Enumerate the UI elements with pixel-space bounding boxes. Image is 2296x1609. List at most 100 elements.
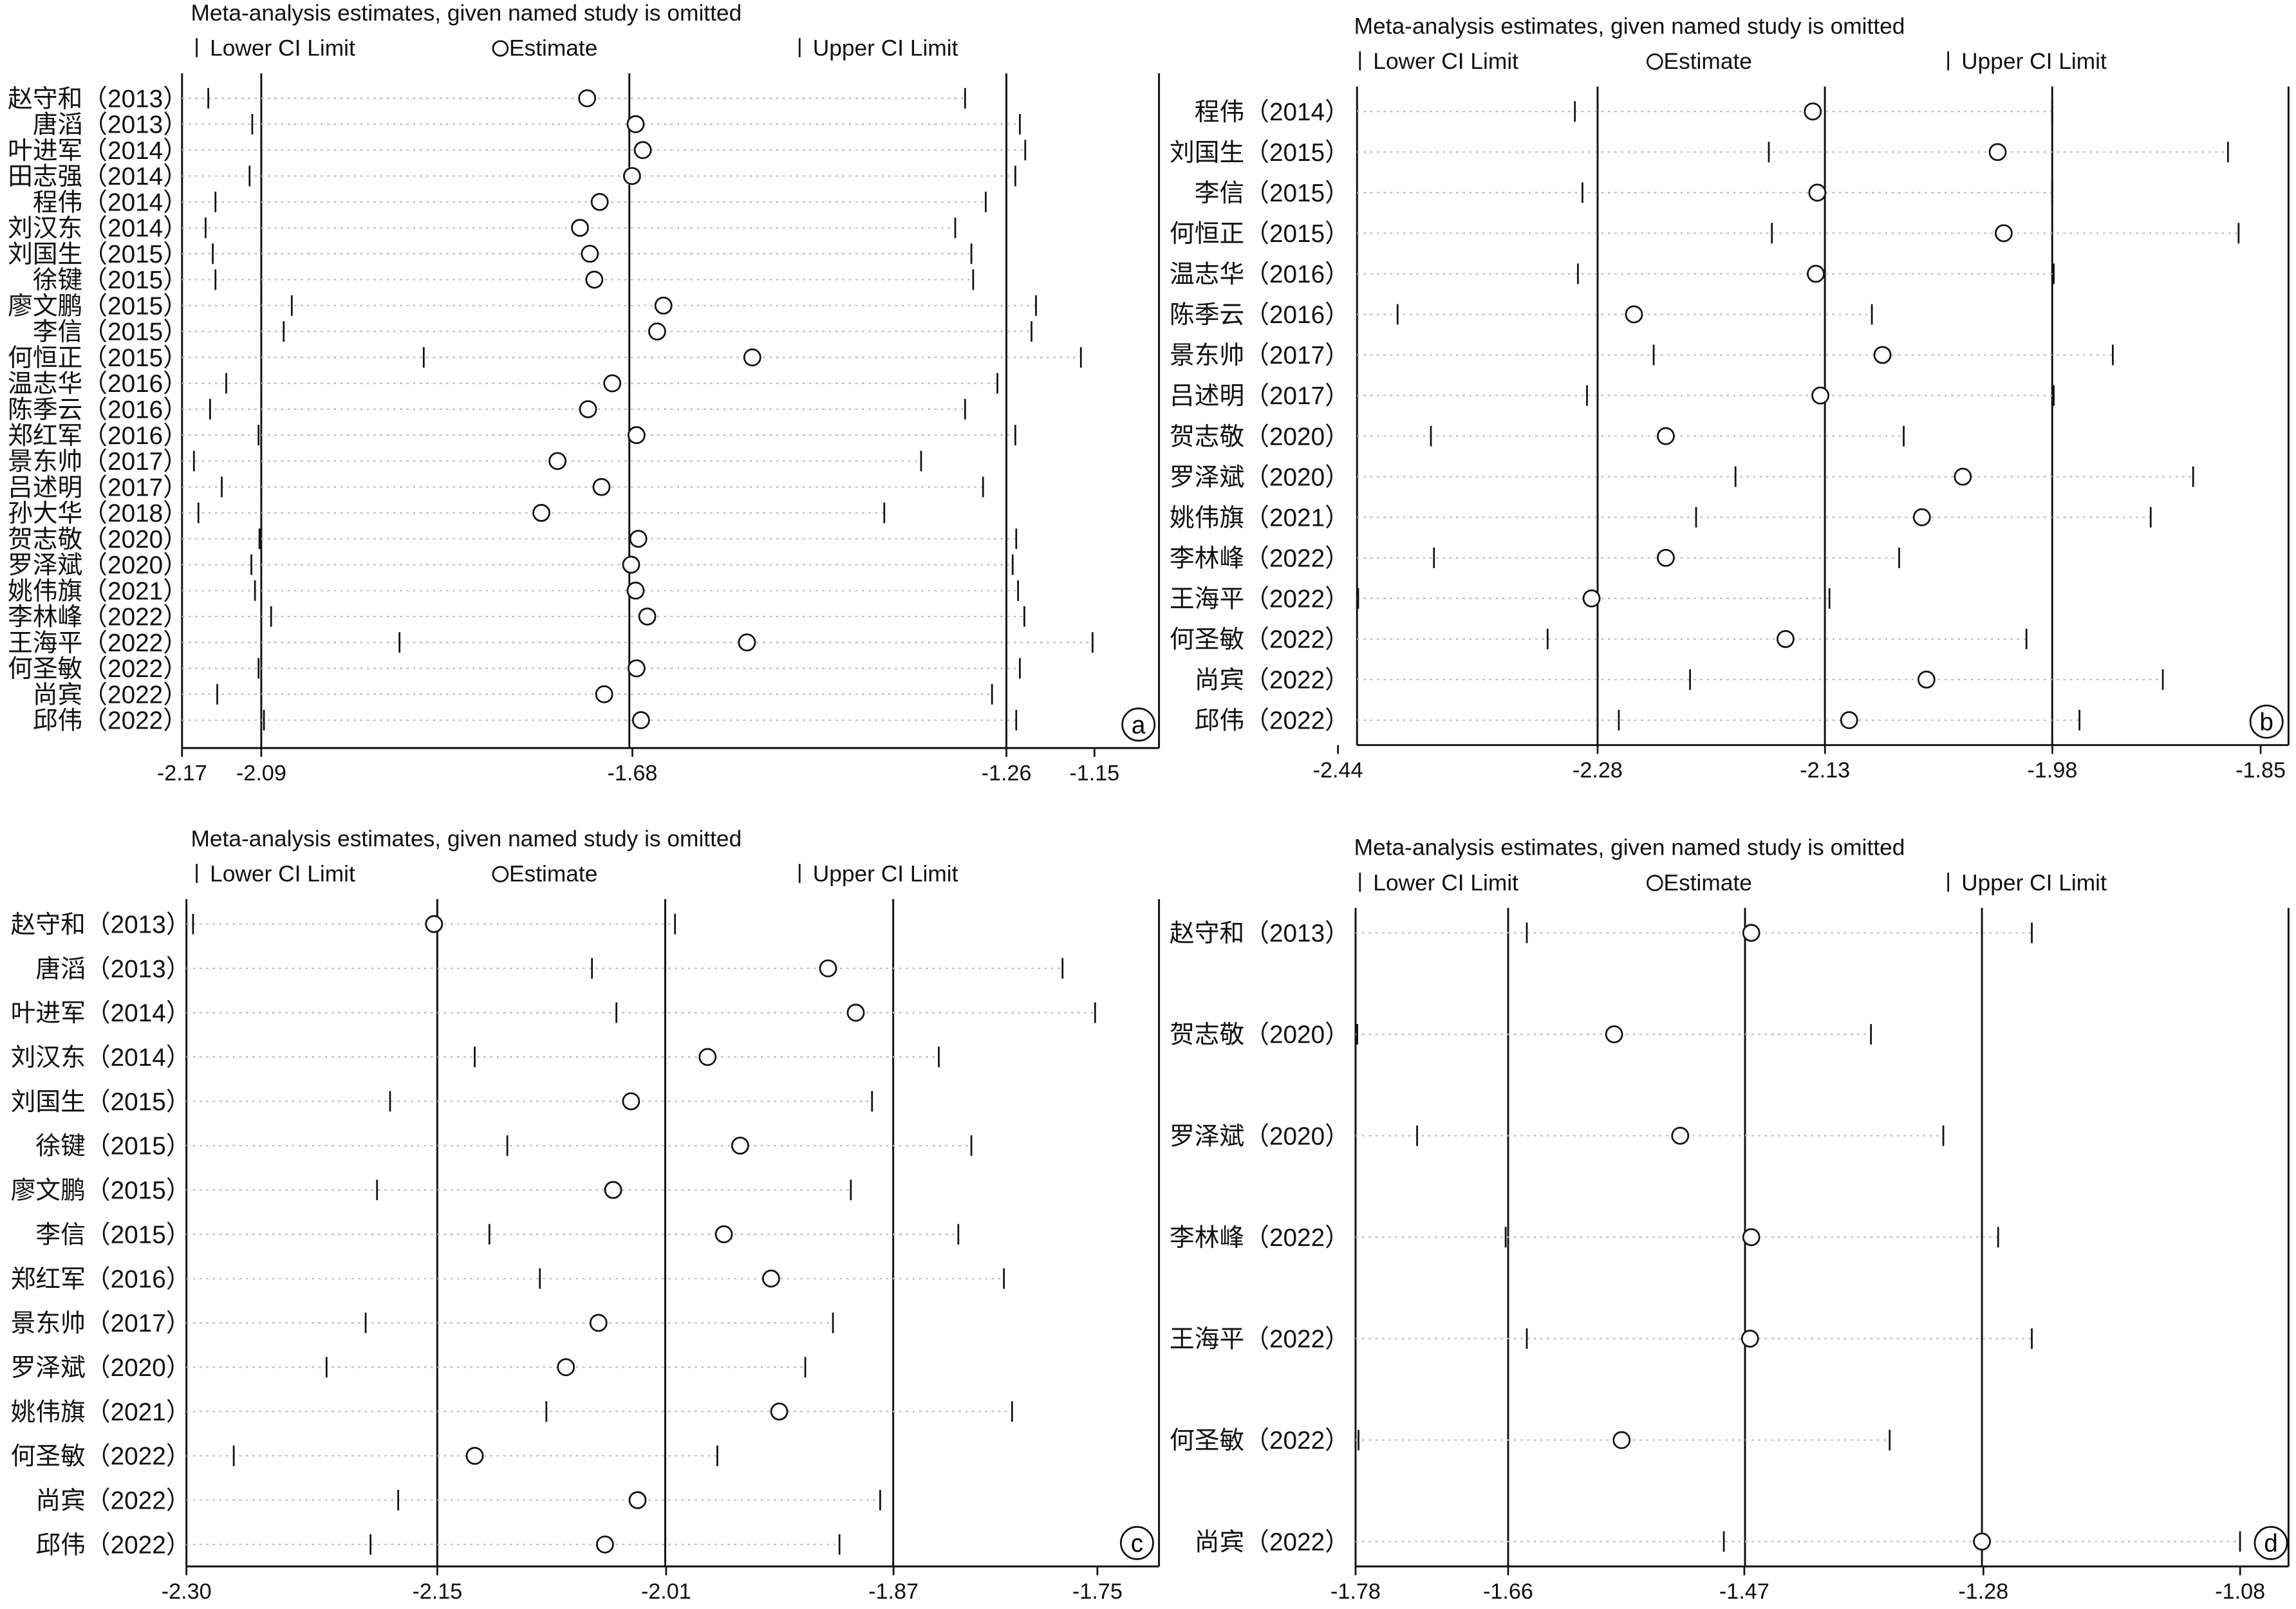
estimate-marker bbox=[1742, 1228, 1760, 1247]
estimate-marker bbox=[628, 1491, 647, 1509]
estimate-marker bbox=[1873, 346, 1892, 364]
estimate-marker bbox=[532, 503, 550, 522]
x-tick-label: -1.08 bbox=[2215, 1579, 2265, 1604]
study-row: 陈季云（2016） bbox=[8, 396, 966, 423]
study-label: 何恒正（2015） bbox=[1170, 220, 1350, 248]
estimate-marker bbox=[585, 270, 604, 289]
legend-estimate-circle-icon bbox=[1647, 53, 1663, 70]
study-label: 叶进军（2014） bbox=[8, 137, 188, 165]
legend-lower-label: Lower CI Limit bbox=[210, 862, 355, 887]
study-label: 李林峰（2022） bbox=[1170, 1224, 1350, 1252]
study-label: 王海平（2022） bbox=[1170, 1326, 1350, 1353]
x-tick-label: -1.78 bbox=[1330, 1579, 1381, 1604]
study-label: 温志华（2016） bbox=[8, 370, 188, 398]
study-row: 徐键（2015） bbox=[33, 266, 975, 294]
estimate-marker bbox=[1808, 183, 1827, 202]
estimate-marker bbox=[819, 959, 837, 978]
study-row: 赵守和（2013） bbox=[1170, 920, 2033, 947]
estimate-marker bbox=[557, 1358, 575, 1377]
estimate-marker bbox=[1988, 143, 2007, 162]
estimate-marker bbox=[627, 426, 646, 444]
legend-estimate-circle-icon bbox=[1647, 875, 1663, 891]
study-label: 廖文鹏（2015） bbox=[8, 292, 188, 320]
study-label: 刘国生（2015） bbox=[1170, 139, 1350, 167]
x-tick-label: -2.13 bbox=[1800, 758, 1850, 783]
x-tick-label: -1.66 bbox=[1483, 1579, 1533, 1604]
study-label: 何圣敏（2022） bbox=[1170, 1427, 1350, 1455]
estimate-marker bbox=[1954, 467, 1972, 486]
study-label: 李信（2015） bbox=[35, 1221, 191, 1249]
estimate-marker bbox=[578, 89, 597, 107]
study-label: 孙大华（2018） bbox=[8, 500, 188, 528]
estimate-marker bbox=[770, 1402, 789, 1421]
study-row: 尚宾（2022） bbox=[33, 681, 993, 709]
study-label: 贺志敬（2020） bbox=[1170, 1021, 1350, 1049]
study-row: 徐键（2015） bbox=[35, 1133, 973, 1160]
estimate-marker bbox=[592, 478, 611, 496]
panel-letter: c bbox=[1131, 1530, 1143, 1558]
study-label: 姚伟旗（2021） bbox=[8, 577, 188, 605]
study-label: 何圣敏（2022） bbox=[1170, 626, 1350, 654]
study-row: 叶进军（2014） bbox=[8, 137, 1027, 165]
study-label: 尚宾（2022） bbox=[35, 1487, 191, 1515]
panel-letter-circle bbox=[2249, 704, 2284, 739]
study-row: 景东帅（2017） bbox=[8, 448, 922, 476]
panel-letter-circle bbox=[1119, 1526, 1154, 1560]
study-row: 何圣敏（2022） bbox=[1170, 1427, 1891, 1455]
panel-c: Meta-analysis estimates, given named stu… bbox=[11, 826, 1161, 1604]
legend-estimate-label: Estimate bbox=[1664, 870, 1752, 895]
study-row: 李信（2015） bbox=[1195, 180, 2053, 207]
estimate-marker bbox=[1777, 629, 1795, 648]
study-label: 李林峰（2022） bbox=[8, 604, 188, 631]
study-row: 唐滔（2013） bbox=[35, 955, 1064, 983]
study-label: 姚伟旗（2021） bbox=[1170, 504, 1350, 532]
legend-estimate-label: Estimate bbox=[509, 862, 597, 887]
study-row: 刘国生（2015） bbox=[1170, 139, 2229, 167]
study-label: 何圣敏（2022） bbox=[11, 1443, 191, 1471]
estimate-marker bbox=[731, 1137, 749, 1155]
x-tick-label: -1.85 bbox=[2235, 758, 2286, 783]
study-row: 赵守和（2013） bbox=[11, 911, 677, 938]
estimate-marker bbox=[1995, 224, 2013, 243]
estimate-marker bbox=[465, 1447, 484, 1465]
panel-letter: a bbox=[1132, 711, 1146, 739]
study-row: 何圣敏（2022） bbox=[8, 655, 1021, 683]
estimate-marker bbox=[589, 1314, 608, 1332]
study-label: 赵守和（2013） bbox=[8, 85, 188, 113]
estimate-marker bbox=[1671, 1126, 1690, 1145]
estimate-marker bbox=[1657, 548, 1675, 567]
study-label: 叶进军（2014） bbox=[11, 1000, 191, 1027]
study-row: 邱伟（2022） bbox=[33, 707, 1018, 735]
study-label: 贺志敬（2020） bbox=[1170, 423, 1350, 451]
estimate-marker bbox=[1612, 1431, 1631, 1449]
x-tick-label: -1.75 bbox=[1072, 1579, 1123, 1604]
study-row: 刘汉东（2014） bbox=[11, 1044, 940, 1072]
study-label: 罗泽斌（2020） bbox=[1170, 1122, 1350, 1150]
study-label: 贺志敬（2020） bbox=[8, 526, 188, 553]
study-label: 廖文鹏（2015） bbox=[11, 1177, 191, 1205]
study-label: 景东帅（2017） bbox=[1170, 342, 1350, 369]
x-tick-label: -2.44 bbox=[1313, 758, 1363, 783]
legend-upper-label: Upper CI Limit bbox=[1961, 49, 2107, 74]
study-label: 刘汉东（2014） bbox=[11, 1044, 191, 1072]
estimate-marker bbox=[1742, 924, 1760, 942]
estimate-marker bbox=[1811, 386, 1829, 405]
legend-lower-label: Lower CI Limit bbox=[1373, 49, 1518, 74]
study-row: 吕述明（2017） bbox=[8, 474, 984, 501]
study-label: 景东帅（2017） bbox=[11, 1310, 191, 1337]
study-label: 程伟（2014） bbox=[1195, 98, 1350, 126]
estimate-marker bbox=[622, 167, 641, 185]
study-label: 田志强（2014） bbox=[8, 163, 188, 191]
estimate-marker bbox=[638, 608, 657, 626]
study-row: 姚伟旗（2021） bbox=[8, 577, 1019, 605]
estimate-marker bbox=[1605, 1025, 1623, 1043]
x-tick-label: -2.17 bbox=[157, 761, 207, 785]
study-row: 温志华（2016） bbox=[8, 370, 998, 398]
estimate-marker bbox=[631, 711, 650, 729]
panel-a: Meta-analysis estimates, given named stu… bbox=[8, 1, 1161, 785]
study-row: 程伟（2014） bbox=[1195, 98, 2053, 126]
study-row: 景东帅（2017） bbox=[1170, 342, 2114, 369]
estimate-marker bbox=[579, 400, 597, 418]
estimate-marker bbox=[627, 659, 646, 678]
